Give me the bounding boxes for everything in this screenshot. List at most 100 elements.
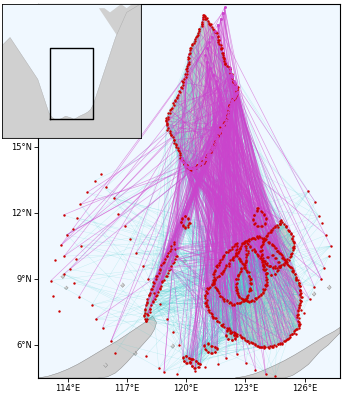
Point: [267, 343, 273, 349]
Point: [246, 238, 251, 244]
Point: [255, 205, 261, 212]
Point: [243, 337, 248, 343]
Point: [196, 30, 201, 36]
Point: [158, 282, 164, 289]
Point: [195, 162, 201, 168]
Point: [234, 285, 239, 292]
Point: [289, 251, 294, 258]
Point: [176, 148, 181, 154]
Point: [209, 281, 214, 287]
Point: [154, 272, 159, 279]
Point: [296, 315, 301, 322]
Point: [218, 126, 224, 132]
Point: [264, 276, 269, 282]
Point: [180, 223, 186, 229]
Point: [268, 227, 273, 234]
Point: [228, 100, 234, 106]
Point: [263, 271, 269, 277]
Point: [76, 294, 82, 300]
Point: [294, 274, 299, 280]
Polygon shape: [215, 179, 218, 182]
Point: [196, 364, 201, 370]
Point: [209, 146, 214, 153]
Point: [290, 238, 296, 244]
Point: [166, 249, 171, 256]
Point: [293, 271, 298, 277]
Point: [222, 4, 227, 10]
Point: [286, 263, 292, 269]
Point: [204, 15, 210, 22]
Point: [211, 278, 217, 284]
Point: [266, 239, 271, 245]
Point: [234, 332, 239, 339]
Point: [252, 298, 257, 304]
Point: [246, 235, 252, 242]
Point: [231, 332, 237, 338]
Point: [296, 304, 302, 310]
Point: [179, 215, 185, 221]
Point: [236, 248, 242, 254]
Point: [205, 151, 211, 158]
Point: [255, 205, 260, 211]
Point: [259, 244, 264, 250]
Point: [234, 290, 239, 296]
Point: [260, 266, 265, 272]
Point: [142, 316, 147, 322]
Point: [181, 161, 187, 167]
Point: [258, 344, 264, 350]
Point: [221, 52, 226, 58]
Point: [168, 245, 174, 252]
Point: [259, 251, 265, 258]
Point: [174, 94, 180, 101]
Point: [214, 135, 219, 141]
Point: [187, 165, 193, 172]
Point: [168, 131, 174, 138]
Point: [248, 280, 253, 286]
Point: [214, 134, 220, 141]
Point: [153, 293, 159, 299]
Polygon shape: [261, 221, 294, 268]
Point: [287, 254, 293, 260]
Point: [312, 283, 317, 290]
Point: [243, 254, 249, 260]
Point: [64, 232, 69, 238]
Point: [271, 242, 276, 249]
Point: [219, 123, 225, 130]
Point: [204, 152, 210, 158]
Point: [234, 253, 240, 259]
Point: [279, 252, 285, 258]
Point: [262, 260, 268, 266]
Point: [227, 64, 232, 71]
Point: [231, 78, 236, 84]
Point: [127, 236, 133, 242]
Point: [151, 278, 156, 285]
Point: [297, 283, 303, 290]
Point: [278, 251, 283, 257]
Point: [284, 259, 290, 266]
Point: [239, 335, 245, 341]
Point: [262, 235, 267, 242]
Point: [296, 302, 302, 308]
Point: [111, 195, 117, 201]
Point: [270, 242, 276, 248]
Point: [229, 337, 235, 343]
Point: [217, 93, 222, 99]
Point: [244, 294, 250, 301]
Point: [151, 298, 156, 304]
Point: [178, 84, 183, 90]
Point: [207, 65, 213, 72]
Point: [200, 14, 205, 21]
Point: [267, 229, 272, 235]
Point: [296, 308, 301, 314]
Point: [208, 21, 214, 28]
Point: [52, 257, 58, 264]
Point: [193, 164, 198, 170]
Point: [223, 117, 229, 124]
Point: [205, 340, 211, 347]
Point: [328, 243, 333, 249]
Point: [290, 249, 295, 256]
Point: [264, 262, 270, 268]
Point: [261, 287, 266, 294]
Point: [214, 286, 220, 292]
Point: [209, 342, 214, 349]
